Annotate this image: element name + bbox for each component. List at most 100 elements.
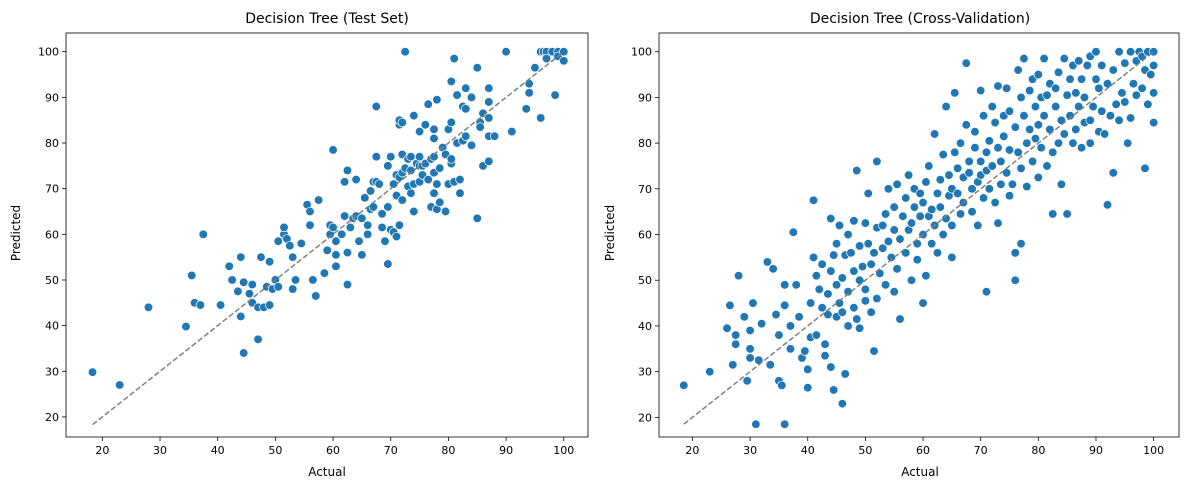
data-point bbox=[406, 152, 416, 162]
data-point bbox=[466, 140, 477, 150]
data-point bbox=[288, 284, 298, 294]
data-point bbox=[872, 156, 882, 167]
data-point bbox=[1079, 92, 1090, 103]
data-point bbox=[1050, 101, 1061, 112]
data-point bbox=[679, 380, 689, 391]
data-point bbox=[984, 136, 994, 146]
data-point bbox=[1146, 69, 1156, 80]
data-point bbox=[328, 222, 338, 233]
data-point bbox=[725, 300, 735, 311]
data-point bbox=[357, 213, 367, 223]
data-point bbox=[446, 76, 456, 87]
data-point bbox=[1062, 90, 1072, 100]
data-point bbox=[814, 284, 824, 295]
data-point bbox=[1068, 138, 1078, 148]
data-point bbox=[990, 197, 1000, 208]
data-point bbox=[1033, 172, 1043, 183]
data-point bbox=[990, 117, 1000, 128]
data-point bbox=[843, 229, 853, 240]
y-tick-label: 40 bbox=[45, 320, 59, 333]
data-point bbox=[889, 225, 899, 235]
tick-group: 20 30 40 50 60 70 80 90 100 20 30 40 50 60 70 80 90 100 bbox=[631, 46, 1164, 457]
data-point bbox=[941, 101, 951, 112]
data-point bbox=[915, 188, 925, 199]
data-point bbox=[455, 174, 465, 185]
data-point bbox=[435, 163, 445, 173]
data-point bbox=[322, 245, 332, 255]
data-point bbox=[1099, 129, 1110, 139]
data-point bbox=[938, 149, 948, 160]
data-point bbox=[860, 284, 871, 295]
data-point bbox=[368, 202, 379, 212]
data-point bbox=[1091, 47, 1101, 57]
data-point bbox=[1053, 67, 1064, 77]
data-point bbox=[273, 282, 283, 292]
data-point bbox=[1030, 101, 1041, 112]
x-tick-label: 70 bbox=[384, 444, 398, 457]
data-point bbox=[733, 271, 744, 281]
data-point bbox=[756, 319, 767, 329]
data-point bbox=[475, 122, 485, 132]
data-point bbox=[831, 280, 842, 290]
data-point bbox=[748, 298, 758, 308]
data-point bbox=[935, 175, 945, 185]
data-point bbox=[1010, 275, 1020, 285]
data-point bbox=[406, 188, 416, 198]
data-point bbox=[1111, 99, 1121, 109]
data-point bbox=[1010, 248, 1020, 258]
data-point bbox=[236, 252, 246, 262]
data-point bbox=[950, 147, 960, 157]
data-point bbox=[414, 126, 425, 137]
data-point bbox=[1102, 79, 1113, 89]
data-point bbox=[1001, 168, 1012, 178]
data-point bbox=[831, 239, 842, 249]
data-point bbox=[993, 218, 1003, 228]
data-point bbox=[264, 300, 275, 310]
data-point bbox=[878, 243, 888, 253]
data-point bbox=[745, 353, 755, 363]
data-point bbox=[446, 154, 456, 164]
data-point bbox=[872, 293, 882, 304]
data-point bbox=[143, 302, 154, 313]
data-point bbox=[843, 321, 853, 331]
data-point bbox=[328, 145, 338, 155]
data-point bbox=[996, 156, 1006, 167]
plot-frame bbox=[65, 32, 589, 438]
data-point bbox=[1097, 106, 1107, 116]
data-point bbox=[976, 85, 986, 96]
x-tick-label: 90 bbox=[499, 444, 513, 457]
data-point bbox=[383, 161, 393, 171]
data-point bbox=[823, 289, 833, 299]
data-point bbox=[1117, 88, 1127, 98]
data-point bbox=[1007, 179, 1018, 189]
data-point bbox=[1088, 101, 1098, 112]
data-point bbox=[903, 170, 914, 180]
data-point bbox=[955, 138, 966, 148]
x-tick-label: 60 bbox=[326, 444, 340, 457]
data-point bbox=[377, 209, 387, 219]
data-point bbox=[472, 63, 482, 73]
data-point bbox=[530, 63, 540, 73]
data-point bbox=[279, 222, 289, 233]
data-point bbox=[195, 300, 206, 310]
data-point bbox=[345, 222, 356, 233]
data-point bbox=[550, 90, 560, 100]
x-tick-label: 70 bbox=[974, 444, 988, 457]
data-point bbox=[244, 289, 255, 299]
data-point bbox=[901, 193, 911, 203]
data-point bbox=[423, 99, 433, 109]
data-point bbox=[1030, 133, 1041, 144]
data-point bbox=[239, 277, 249, 287]
data-point bbox=[1131, 90, 1141, 100]
plot-frame bbox=[658, 32, 1180, 438]
y-tick-label: 50 bbox=[638, 274, 652, 287]
data-point bbox=[461, 131, 471, 141]
data-point bbox=[808, 195, 819, 205]
data-point bbox=[288, 252, 298, 262]
data-point bbox=[961, 120, 971, 130]
data-point bbox=[1082, 60, 1092, 71]
data-point bbox=[247, 279, 257, 290]
data-point bbox=[771, 309, 781, 320]
data-point bbox=[461, 104, 471, 114]
data-point bbox=[1033, 120, 1043, 130]
